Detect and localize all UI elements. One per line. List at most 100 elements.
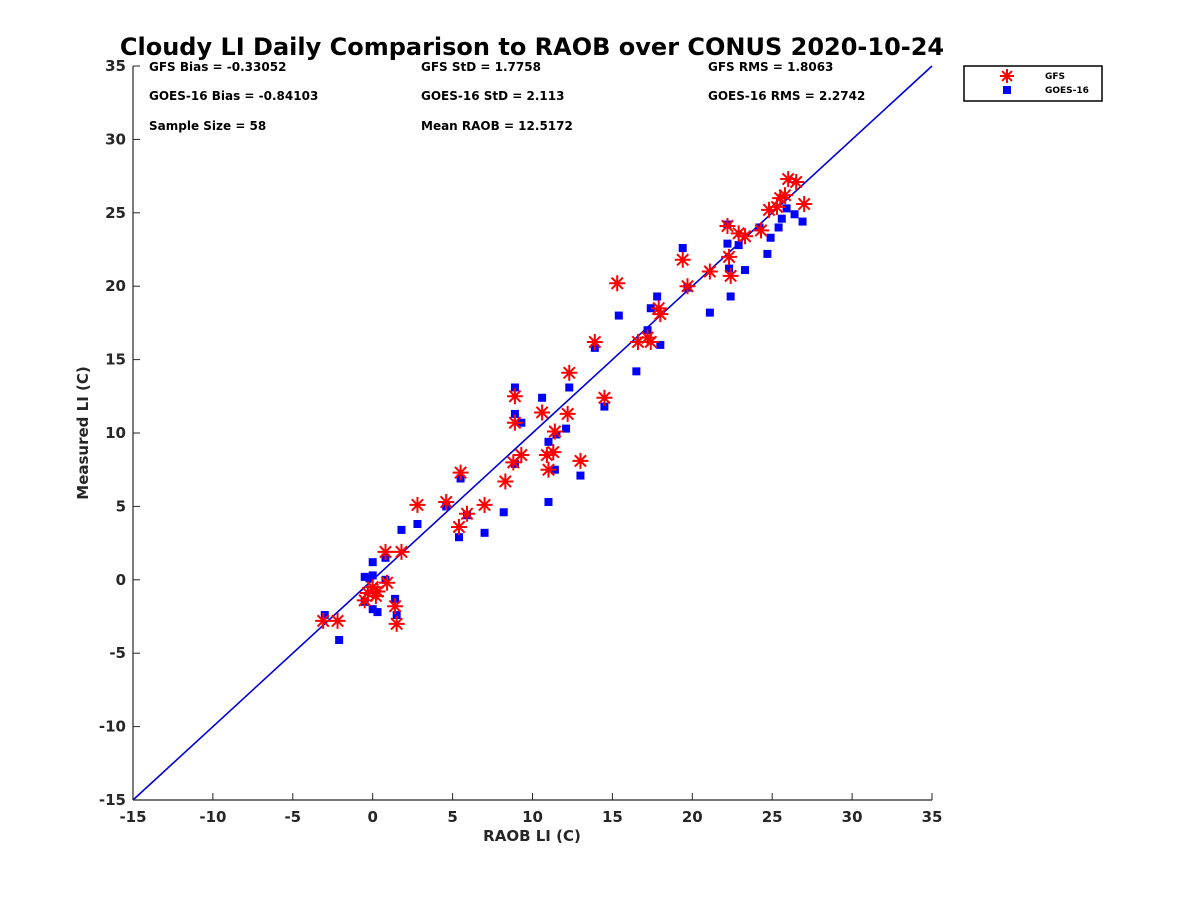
- x-tick-label: 10: [522, 808, 543, 826]
- y-tick-label: 20: [105, 277, 126, 295]
- goes16-point: [774, 223, 783, 232]
- gfs-point: [572, 452, 589, 469]
- x-tick-label: 35: [922, 808, 943, 826]
- goes16-point: [726, 292, 735, 301]
- gfs-point: [721, 248, 738, 265]
- goes16-point: [725, 264, 734, 273]
- x-axis-label: RAOB LI (C): [483, 827, 581, 845]
- goes16-point: [723, 239, 732, 248]
- gfs-point: [497, 473, 514, 490]
- goes16-point: [576, 471, 585, 480]
- gfs-point: [722, 267, 739, 284]
- legend-box: [963, 65, 1103, 102]
- y-tick-label: 0: [116, 571, 126, 589]
- data-points: [315, 171, 813, 644]
- axis-ticks: -15 -10 -5 0 5 10 15 20 25 30 35 -15 -10 -5 0 5 10 15 20 25…: [99, 57, 943, 826]
- goes16-point: [741, 266, 750, 275]
- goes16-point: [600, 402, 609, 411]
- goes16-point: [538, 393, 547, 402]
- gfs-point: [377, 543, 394, 560]
- y-tick-label: 25: [105, 204, 126, 222]
- x-tick-label: -10: [199, 808, 226, 826]
- series-goes16: [320, 204, 807, 644]
- legend: GFS GOES-16: [963, 65, 1103, 102]
- goes16-point: [397, 525, 406, 534]
- gfs-point: [452, 464, 469, 481]
- goes16-point: [392, 611, 401, 620]
- gfs-point: [438, 493, 455, 510]
- gfs-point: [387, 598, 404, 615]
- goes16-point: [614, 311, 623, 320]
- goes16-point: [656, 340, 665, 349]
- gfs-point: [540, 461, 557, 478]
- x-tick-label: -15: [119, 808, 146, 826]
- gfs-point: [674, 251, 691, 268]
- goes16-point: [413, 520, 422, 529]
- gfs-point: [379, 574, 396, 591]
- gfs-point: [652, 306, 669, 323]
- gfs-point: [506, 388, 523, 405]
- gfs-point: [409, 496, 426, 513]
- gfs-point: [737, 228, 754, 245]
- goes16-point: [562, 424, 571, 433]
- goes16-point: [480, 528, 489, 537]
- gfs-point: [796, 195, 813, 212]
- y-tick-label: -5: [109, 644, 126, 662]
- goes16-point: [734, 241, 743, 250]
- x-tick-label: -5: [284, 808, 301, 826]
- y-tick-label: -10: [99, 718, 126, 736]
- gfs-point: [642, 333, 659, 350]
- stat-goes-rms: GOES-16 RMS = 2.2742: [708, 89, 865, 103]
- stat-mean-raob: Mean RAOB = 12.5172: [421, 119, 573, 133]
- goes16-point: [766, 233, 775, 242]
- legend-goes16-marker: [1003, 86, 1011, 94]
- y-tick-label: 30: [105, 130, 126, 148]
- gfs-point: [534, 404, 551, 421]
- goes16-point: [360, 572, 369, 581]
- x-tick-label: 20: [682, 808, 703, 826]
- goes16-point: [777, 214, 786, 223]
- gfs-point: [315, 612, 332, 629]
- gfs-point: [776, 187, 793, 204]
- gfs-point: [513, 447, 530, 464]
- goes16-point: [454, 533, 463, 542]
- gfs-point: [561, 364, 578, 381]
- goes16-point: [335, 635, 344, 644]
- stats-panel: GFS Bias = -0.33052 GFS StD = 1.7758 GFS…: [149, 60, 865, 133]
- goes16-point: [678, 244, 687, 253]
- gfs-point: [546, 423, 563, 440]
- goes16-point: [320, 611, 329, 620]
- goes16-point: [565, 383, 574, 392]
- y-tick-label: 15: [105, 351, 126, 369]
- gfs-point: [450, 518, 467, 535]
- goes16-point: [510, 383, 519, 392]
- gfs-point: [719, 218, 736, 235]
- goes16-point: [782, 204, 791, 213]
- legend-goes16-square: [1003, 86, 1011, 94]
- legend-goes16-label: GOES-16: [1045, 86, 1089, 96]
- x-tick-label: 0: [367, 808, 377, 826]
- y-tick-label: 5: [116, 497, 126, 515]
- gfs-point: [609, 275, 626, 292]
- gfs-point: [701, 263, 718, 280]
- y-axis-label: Measured LI (C): [74, 366, 92, 499]
- stat-gfs-rms: GFS RMS = 1.8063: [708, 60, 833, 74]
- legend-gfs-marker: [1000, 69, 1014, 83]
- goes16-point: [368, 571, 377, 580]
- gfs-point: [545, 444, 562, 461]
- goes16-point: [510, 409, 519, 418]
- gfs-point: [393, 543, 410, 560]
- stat-gfs-bias: GFS Bias = -0.33052: [149, 60, 286, 74]
- stat-goes-bias: GOES-16 Bias = -0.84103: [149, 89, 318, 103]
- goes16-point: [798, 217, 807, 226]
- gfs-point: [586, 333, 603, 350]
- x-tick-label: 15: [602, 808, 623, 826]
- reference-line: [132, 65, 933, 801]
- goes16-point: [499, 508, 508, 517]
- goes16-point: [544, 497, 553, 506]
- gfs-point: [559, 405, 576, 422]
- gfs-point: [596, 389, 613, 406]
- x-tick-label: 25: [762, 808, 783, 826]
- x-tick-label: 30: [842, 808, 863, 826]
